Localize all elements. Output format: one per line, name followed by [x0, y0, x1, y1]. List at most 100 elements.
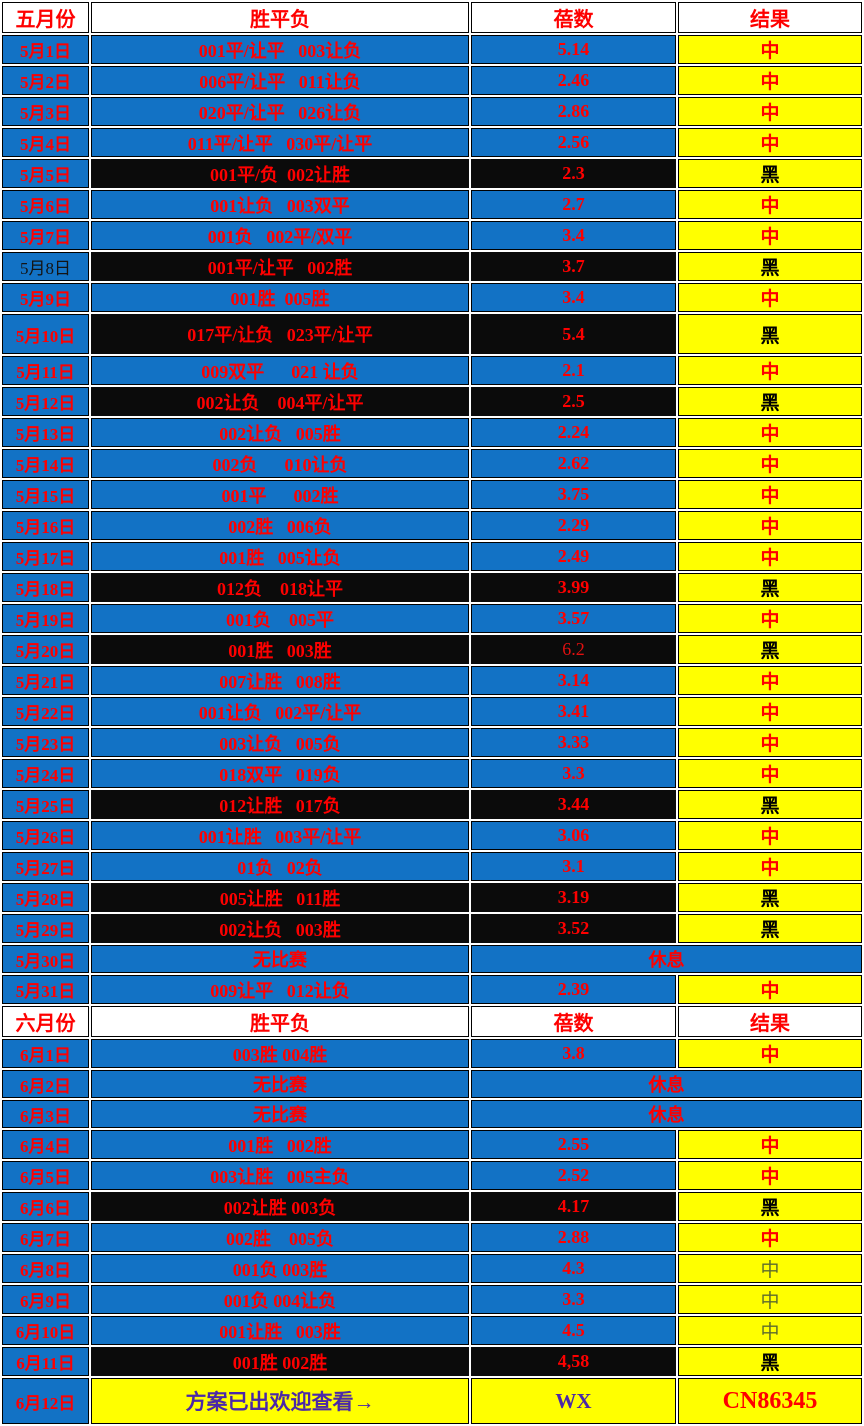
date-cell: 6月1日 [2, 1039, 89, 1068]
picks-cell: 006平/让平 011让负 [91, 66, 469, 95]
date-cell: 6月6日 [2, 1192, 89, 1221]
month-header-cell: 六月份 [2, 1006, 89, 1037]
picks-cell: 002负 010让负 [91, 449, 469, 478]
odds-cell: 3.3 [471, 759, 676, 788]
date-cell: 5月27日 [2, 852, 89, 881]
table-row: 5月1日 001平/让平 003让负 5.14 中 [2, 35, 862, 64]
odds-cell: 4.17 [471, 1192, 676, 1221]
table-row: 5月31日 009让平 012让负 2.39 中 [2, 975, 862, 1004]
date-cell: 5月17日 [2, 542, 89, 571]
result-cell: 中 [678, 728, 862, 757]
result-cell: 黑 [678, 914, 862, 943]
picks-cell: 无比赛 [91, 945, 469, 973]
result-cell: 中 [678, 759, 862, 788]
table-row: 5月18日 012负 018让平 3.99 黑 [2, 573, 862, 602]
date-cell: 5月14日 [2, 449, 89, 478]
odds-cell: 4,58 [471, 1347, 676, 1376]
table-row: 6月2日 无比赛 休息 [2, 1070, 862, 1098]
table-row: 5月3日 020平/让平 026让负 2.86 中 [2, 97, 862, 126]
date-cell: 6月5日 [2, 1161, 89, 1190]
picks-cell: 无比赛 [91, 1100, 469, 1128]
date-cell: 5月5日 [2, 159, 89, 188]
picks-cell: 无比赛 [91, 1070, 469, 1098]
table-row: 6月12日 方案已出欢迎查看→ WX CN86345 [2, 1378, 862, 1424]
odds-cell: 3.4 [471, 221, 676, 250]
picks-cell: 003胜 004胜 [91, 1039, 469, 1068]
picks-cell: 012让胜 017负 [91, 790, 469, 819]
picks-cell: 001负 002平/双平 [91, 221, 469, 250]
table-row: 5月24日 018双平 019负 3.3 中 [2, 759, 862, 788]
date-cell: 6月12日 [2, 1378, 89, 1424]
result-cell: 中 [678, 975, 862, 1004]
picks-cell: 001平 002胜 [91, 480, 469, 509]
date-cell: 5月19日 [2, 604, 89, 633]
rest-cell: 休息 [471, 1070, 862, 1098]
date-cell: 5月21日 [2, 666, 89, 695]
month-header-cell: 五月份 [2, 2, 89, 33]
picks-cell: 002让负 003胜 [91, 914, 469, 943]
result-cell: 中 [678, 1161, 862, 1190]
date-cell: 6月11日 [2, 1347, 89, 1376]
odds-cell: 2.62 [471, 449, 676, 478]
result-cell: 黑 [678, 314, 862, 354]
picks-cell: 009让平 012让负 [91, 975, 469, 1004]
date-cell: 5月18日 [2, 573, 89, 602]
odds-cell: 2.1 [471, 356, 676, 385]
date-cell: 6月3日 [2, 1100, 89, 1128]
date-cell: 5月31日 [2, 975, 89, 1004]
odds-cell: 3.57 [471, 604, 676, 633]
table-row: 5月15日 001平 002胜 3.75 中 [2, 480, 862, 509]
date-cell: 5月16日 [2, 511, 89, 540]
picks-cell: 003让负 005负 [91, 728, 469, 757]
odds-header-cell: 蓓数 [471, 1006, 676, 1037]
odds-cell: 3.4 [471, 283, 676, 312]
table-row: 6月8日 001负 003胜 4.3 中 [2, 1254, 862, 1283]
result-cell: 中 [678, 35, 862, 64]
picks-cell: 001平/让平 002胜 [91, 252, 469, 281]
odds-header-cell: 蓓数 [471, 2, 676, 33]
table-row: 5月19日 001负 005平 3.57 中 [2, 604, 862, 633]
table-row: 5月21日 007让胜 008胜 3.14 中 [2, 666, 862, 695]
odds-cell: 3.33 [471, 728, 676, 757]
picks-cell: 001胜 002胜 [91, 1347, 469, 1376]
result-cell: 中 [678, 852, 862, 881]
picks-cell: 002胜 006负 [91, 511, 469, 540]
picks-cell: 007让胜 008胜 [91, 666, 469, 695]
result-cell: 中 [678, 511, 862, 540]
table-row: 5月8日 001平/让平 002胜 3.7 黑 [2, 252, 862, 281]
table-row: 5月12日 002让负 004平/让平 2.5 黑 [2, 387, 862, 416]
result-cell: 黑 [678, 573, 862, 602]
odds-cell: 2.7 [471, 190, 676, 219]
date-cell: 5月10日 [2, 314, 89, 354]
odds-cell: 2.55 [471, 1130, 676, 1159]
odds-cell: WX [471, 1378, 676, 1424]
result-cell: 中 [678, 1130, 862, 1159]
result-cell: 中 [678, 356, 862, 385]
table-row: 6月3日 无比赛 休息 [2, 1100, 862, 1128]
picks-cell: 001胜 005让负 [91, 542, 469, 571]
odds-cell: 5.4 [471, 314, 676, 354]
result-cell: 中 [678, 190, 862, 219]
date-cell: 5月24日 [2, 759, 89, 788]
result-cell: 中 [678, 283, 862, 312]
picks-cell: 009双平 021 让负 [91, 356, 469, 385]
odds-cell: 2.29 [471, 511, 676, 540]
odds-cell: 3.1 [471, 852, 676, 881]
odds-cell: 2.3 [471, 159, 676, 188]
picks-cell: 01负 02负 [91, 852, 469, 881]
table-row: 6月11日 001胜 002胜 4,58 黑 [2, 1347, 862, 1376]
picks-cell: 018双平 019负 [91, 759, 469, 788]
date-cell: 5月6日 [2, 190, 89, 219]
table-row: 5月17日 001胜 005让负 2.49 中 [2, 542, 862, 571]
table-row: 5月4日 011平/让平 030平/让平 2.56 中 [2, 128, 862, 157]
odds-cell: 2.52 [471, 1161, 676, 1190]
odds-cell: 6.2 [471, 635, 676, 664]
odds-cell: 3.44 [471, 790, 676, 819]
result-cell: 黑 [678, 1192, 862, 1221]
picks-cell: 020平/让平 026让负 [91, 97, 469, 126]
result-cell: 中 [678, 1285, 862, 1314]
odds-cell: 2.24 [471, 418, 676, 447]
result-header-cell: 结果 [678, 1006, 862, 1037]
